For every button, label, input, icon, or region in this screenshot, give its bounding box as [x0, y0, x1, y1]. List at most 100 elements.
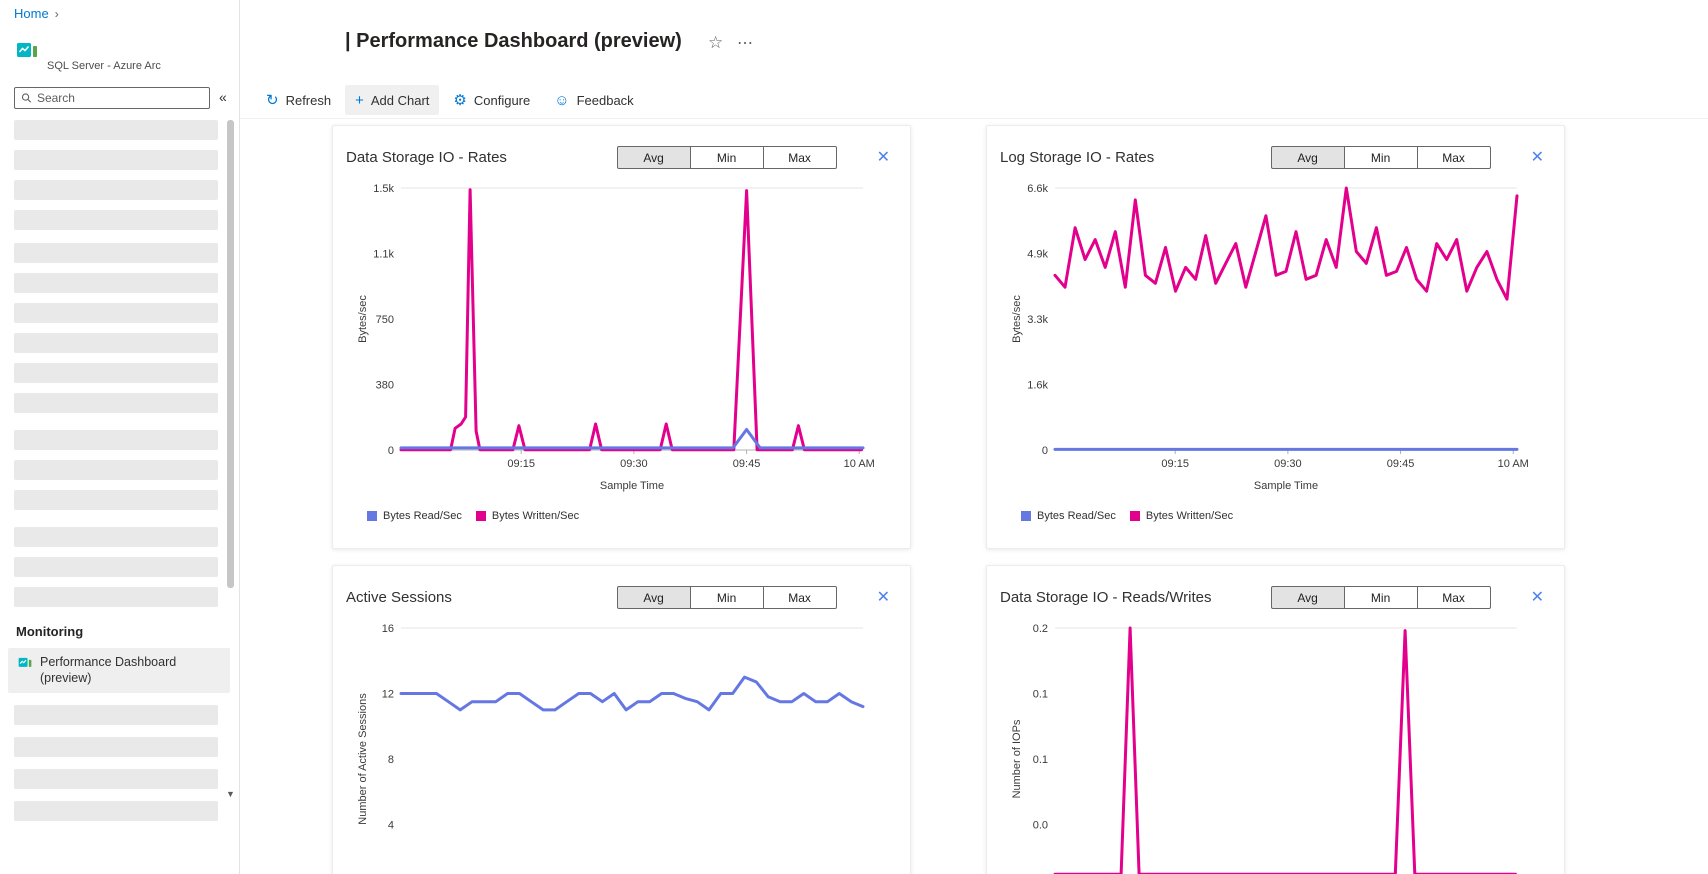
sidebar-skeleton-item	[14, 490, 218, 510]
aggregation-toggle: Avg Min Max	[616, 146, 837, 169]
max-button[interactable]: Max	[1416, 586, 1491, 609]
sidebar-skeleton-item	[14, 333, 218, 353]
svg-text:0: 0	[388, 445, 394, 457]
favorite-star-icon[interactable]: ☆	[708, 33, 724, 52]
max-button[interactable]: Max	[762, 146, 837, 169]
svg-text:Sample Time: Sample Time	[1254, 480, 1318, 492]
svg-text:750: 750	[376, 314, 394, 326]
svg-text:09:45: 09:45	[733, 458, 761, 470]
configure-label: Configure	[473, 92, 531, 108]
sidebar-section-monitoring: Monitoring	[16, 624, 84, 639]
close-icon[interactable]: ✕	[876, 588, 890, 606]
legend-label-written: Bytes Written/Sec	[491, 510, 580, 522]
add-chart-button[interactable]: + Add Chart	[345, 85, 440, 115]
svg-text:Number of IOPs: Number of IOPs	[1011, 719, 1023, 798]
svg-text:09:45: 09:45	[1387, 458, 1415, 470]
aggregation-toggle: Avg Min Max	[616, 586, 837, 609]
svg-text:09:15: 09:15	[1161, 458, 1189, 470]
legend-label-read: Bytes Read/Sec	[1037, 510, 1116, 522]
line-chart[interactable]: 6.6k 4.9k 3.3k 1.6k 0 09:15 09:30 09:45 10 AM Byt…	[987, 176, 1532, 506]
sidebar-skeleton-item	[14, 430, 218, 450]
chart-title: Data Storage IO - Rates	[346, 149, 507, 166]
svg-text:0.1: 0.1	[1033, 754, 1048, 766]
configure-button[interactable]: ⚙ Configure	[443, 85, 540, 115]
sidebar-skeleton-item	[14, 210, 218, 230]
avg-button[interactable]: Avg	[616, 146, 691, 169]
svg-text:Bytes/sec: Bytes/sec	[357, 295, 369, 343]
avg-button[interactable]: Avg	[616, 586, 691, 609]
breadcrumb: Home ›	[14, 6, 59, 21]
main-content: | Performance Dashboard (preview) ☆ ⋯ ↻ …	[240, 0, 1708, 874]
legend-swatch-read	[367, 511, 377, 521]
max-button[interactable]: Max	[1416, 146, 1491, 169]
avg-button[interactable]: Avg	[1270, 586, 1345, 609]
sidebar-scrollbar-thumb[interactable]	[227, 120, 234, 588]
refresh-button[interactable]: ↻ Refresh	[256, 85, 341, 115]
card-data-storage-io-rates: Data Storage IO - Rates Avg Min Max ✕ 1.…	[332, 125, 911, 549]
sidebar-skeleton-item	[14, 737, 218, 757]
sidebar-skeleton-item	[14, 180, 218, 200]
svg-text:Bytes/sec: Bytes/sec	[1011, 295, 1023, 343]
feedback-smiley-icon: ☺	[554, 91, 570, 109]
search-icon	[21, 93, 32, 103]
legend-item-bytes-read[interactable]: Bytes Read/Sec	[1021, 510, 1116, 522]
chart-legend: Bytes Read/Sec Bytes Written/Sec	[367, 510, 910, 522]
legend-item-bytes-read[interactable]: Bytes Read/Sec	[367, 510, 462, 522]
min-button[interactable]: Min	[689, 146, 764, 169]
card-data-storage-io-reads-writes: Data Storage IO - Reads/Writes Avg Min M…	[986, 565, 1565, 874]
min-button[interactable]: Min	[689, 586, 764, 609]
chart-legend: Bytes Read/Sec Bytes Written/Sec	[1021, 510, 1564, 522]
svg-text:8: 8	[388, 754, 394, 766]
close-icon[interactable]: ✕	[1530, 148, 1544, 166]
more-options-icon[interactable]: ⋯	[737, 35, 754, 52]
command-bar: ↻ Refresh + Add Chart ⚙ Configure ☺ Feed…	[240, 82, 1708, 119]
sidebar-skeleton-item	[14, 363, 218, 383]
search-box	[14, 87, 210, 109]
sidebar-skeleton-item	[14, 460, 218, 480]
close-icon[interactable]: ✕	[876, 148, 890, 166]
sidebar-skeleton-item	[14, 150, 218, 170]
svg-text:09:30: 09:30	[1274, 458, 1302, 470]
sidebar-skeleton-item	[14, 120, 218, 140]
line-chart[interactable]: 1.5k 1.1k 750 380 0 09:15 09:30 09:45 10 AM Bytes…	[333, 176, 878, 506]
breadcrumb-home-link[interactable]: Home	[14, 6, 49, 21]
legend-label-written: Bytes Written/Sec	[1145, 510, 1234, 522]
sidebar-skeleton-item	[14, 273, 218, 293]
svg-text:09:15: 09:15	[507, 458, 535, 470]
svg-text:1.5k: 1.5k	[373, 183, 394, 195]
sidebar-item-performance-dashboard[interactable]: Performance Dashboard (preview)	[8, 648, 230, 693]
svg-text:4: 4	[388, 820, 394, 832]
sidebar-skeleton-item	[14, 587, 218, 607]
min-button[interactable]: Min	[1343, 586, 1418, 609]
scroll-down-icon[interactable]: ▼	[226, 789, 235, 799]
max-button[interactable]: Max	[762, 586, 837, 609]
legend-item-bytes-written[interactable]: Bytes Written/Sec	[475, 510, 580, 522]
card-log-storage-io-rates: Log Storage IO - Rates Avg Min Max ✕ 6.6…	[986, 125, 1565, 549]
sql-server-azure-arc-icon	[17, 43, 37, 57]
legend-swatch-written	[475, 511, 486, 521]
close-icon[interactable]: ✕	[1530, 588, 1544, 606]
sidebar-skeleton-item	[14, 527, 218, 547]
sidebar-skeleton-item	[14, 801, 218, 821]
collapse-sidebar-icon[interactable]: «	[219, 89, 227, 105]
avg-button[interactable]: Avg	[1270, 146, 1345, 169]
svg-text:6.6k: 6.6k	[1027, 183, 1048, 195]
sidebar-skeleton-item	[14, 769, 218, 789]
sidebar-skeleton-item	[14, 393, 218, 413]
legend-item-bytes-written[interactable]: Bytes Written/Sec	[1129, 510, 1234, 522]
svg-text:10 AM: 10 AM	[844, 458, 875, 470]
min-button[interactable]: Min	[1343, 146, 1418, 169]
aggregation-toggle: Avg Min Max	[1270, 146, 1491, 169]
sidebar-skeleton-item	[14, 243, 218, 263]
legend-label-read: Bytes Read/Sec	[383, 510, 462, 522]
aggregation-toggle: Avg Min Max	[1270, 586, 1491, 609]
refresh-label: Refresh	[285, 92, 332, 108]
svg-text:Number of Active Sessions: Number of Active Sessions	[357, 693, 369, 825]
svg-text:1.6k: 1.6k	[1027, 380, 1048, 392]
svg-text:Sample Time: Sample Time	[600, 480, 664, 492]
search-input[interactable]	[36, 91, 203, 105]
feedback-button[interactable]: ☺ Feedback	[544, 85, 643, 115]
gear-icon: ⚙	[453, 91, 467, 109]
